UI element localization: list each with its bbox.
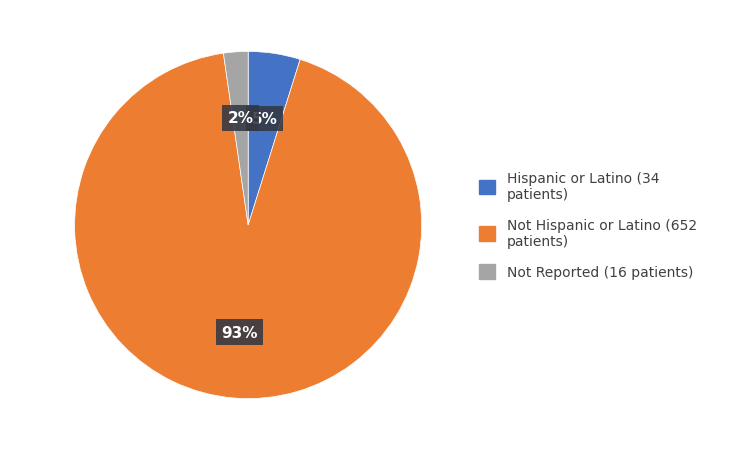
Wedge shape (74, 54, 422, 399)
Text: 5%: 5% (251, 112, 277, 127)
Wedge shape (223, 52, 248, 226)
Legend: Hispanic or Latino (34
patients), Not Hispanic or Latino (652
patients), Not Rep: Hispanic or Latino (34 patients), Not Hi… (473, 166, 702, 285)
Wedge shape (248, 52, 300, 226)
Text: 2%: 2% (227, 111, 253, 126)
Text: 93%: 93% (221, 325, 258, 340)
